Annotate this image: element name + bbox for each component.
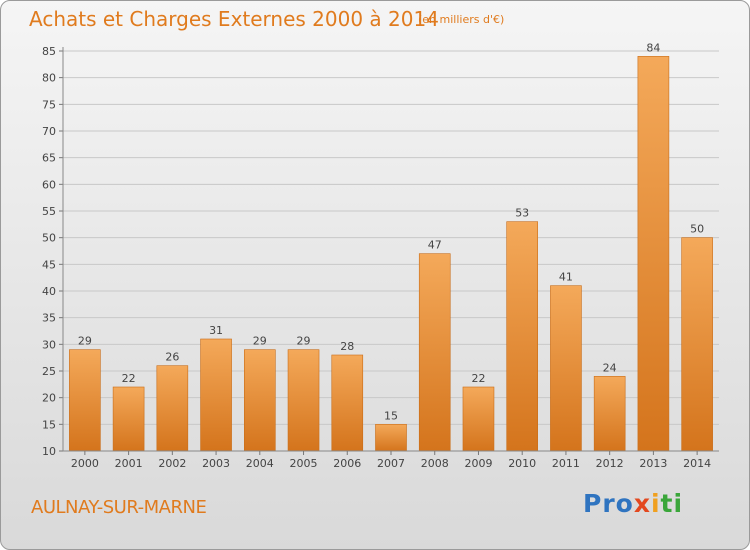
bar-value-label: 22 [471,372,485,385]
bar-value-label: 29 [297,335,311,348]
bar [287,349,320,452]
bar [69,349,101,452]
bar [244,349,276,452]
bar [593,376,626,452]
chart-title: Achats et Charges Externes 2000 à 2014 [29,7,439,31]
x-tick-label: 2006 [333,457,361,470]
y-tick-label: 20 [42,392,56,405]
chart-subtitle: (en milliers d'€) [418,13,505,26]
bar-value-label: 24 [603,361,617,374]
y-tick-label: 65 [42,152,56,165]
bar [112,386,145,452]
bar [418,253,451,452]
x-tick-label: 2000 [71,457,99,470]
x-tick-label: 2013 [639,457,667,470]
x-tick-label: 2001 [115,457,143,470]
x-tick-label: 2003 [202,457,230,470]
x-tick-label: 2005 [290,457,318,470]
bar [156,365,189,452]
x-axis: 2000 2001 2002 2003 2004 2005 2006 2007 2008 2009… [63,450,719,470]
x-tick-label: 2004 [246,457,274,470]
bar [331,354,364,452]
y-tick-label: 45 [42,258,56,271]
y-tick-label: 30 [42,338,56,351]
bar-value-label: 29 [253,335,267,348]
bar [550,285,582,452]
bar-value-label: 15 [384,409,398,422]
x-tick-label: 2002 [158,457,186,470]
bar [375,424,407,452]
x-tick-label: 2007 [377,457,405,470]
bar-value-label: 50 [690,223,704,236]
logo-part: ti [660,489,684,518]
y-tick-label: 60 [42,178,56,191]
y-tick-label: 15 [42,418,56,431]
logo-part: x [633,489,651,518]
bar-value-label: 28 [340,340,354,353]
bar [462,386,495,452]
bar-value-label: 22 [122,372,136,385]
y-tick-label: 75 [42,98,56,111]
y-tick-label: 40 [42,285,56,298]
x-tick-label: 2011 [552,457,580,470]
bar [506,221,539,452]
y-tick-label: 70 [42,125,56,138]
bar [200,338,232,452]
logo-part: Pro [583,489,634,518]
bar-value-label: 53 [515,207,529,220]
bar-value-label: 41 [559,271,573,284]
bar-value-label: 84 [646,41,660,54]
bar-value-label: 47 [428,239,442,252]
town-name: AULNAY-SUR-MARNE [31,497,207,518]
x-tick-label: 2012 [596,457,624,470]
bar [637,56,670,452]
bar-value-label: 29 [78,335,92,348]
bar [681,237,713,452]
y-tick-label: 50 [42,232,56,245]
y-tick-label: 80 [42,72,56,85]
bar-series: 29 22 26 31 29 29 28 15 47 22 53 41 24 84 50 [69,41,713,452]
bar-value-label: 26 [165,351,179,364]
y-tick-label: 55 [42,205,56,218]
y-tick-label: 10 [42,445,56,458]
y-axis: 10 15 20 25 30 35 40 45 50 55 60 65 70 75 80 85 [42,45,64,458]
proxiti-logo[interactable]: Proxiti [583,489,683,518]
logo-part: i [650,489,661,518]
x-tick-label: 2008 [421,457,449,470]
bar-value-label: 31 [209,324,223,337]
x-tick-label: 2009 [464,457,492,470]
y-tick-label: 25 [42,365,56,378]
x-tick-label: 2010 [508,457,536,470]
x-tick-label: 2014 [683,457,711,470]
y-tick-label: 85 [42,45,56,58]
y-tick-label: 35 [42,312,56,325]
